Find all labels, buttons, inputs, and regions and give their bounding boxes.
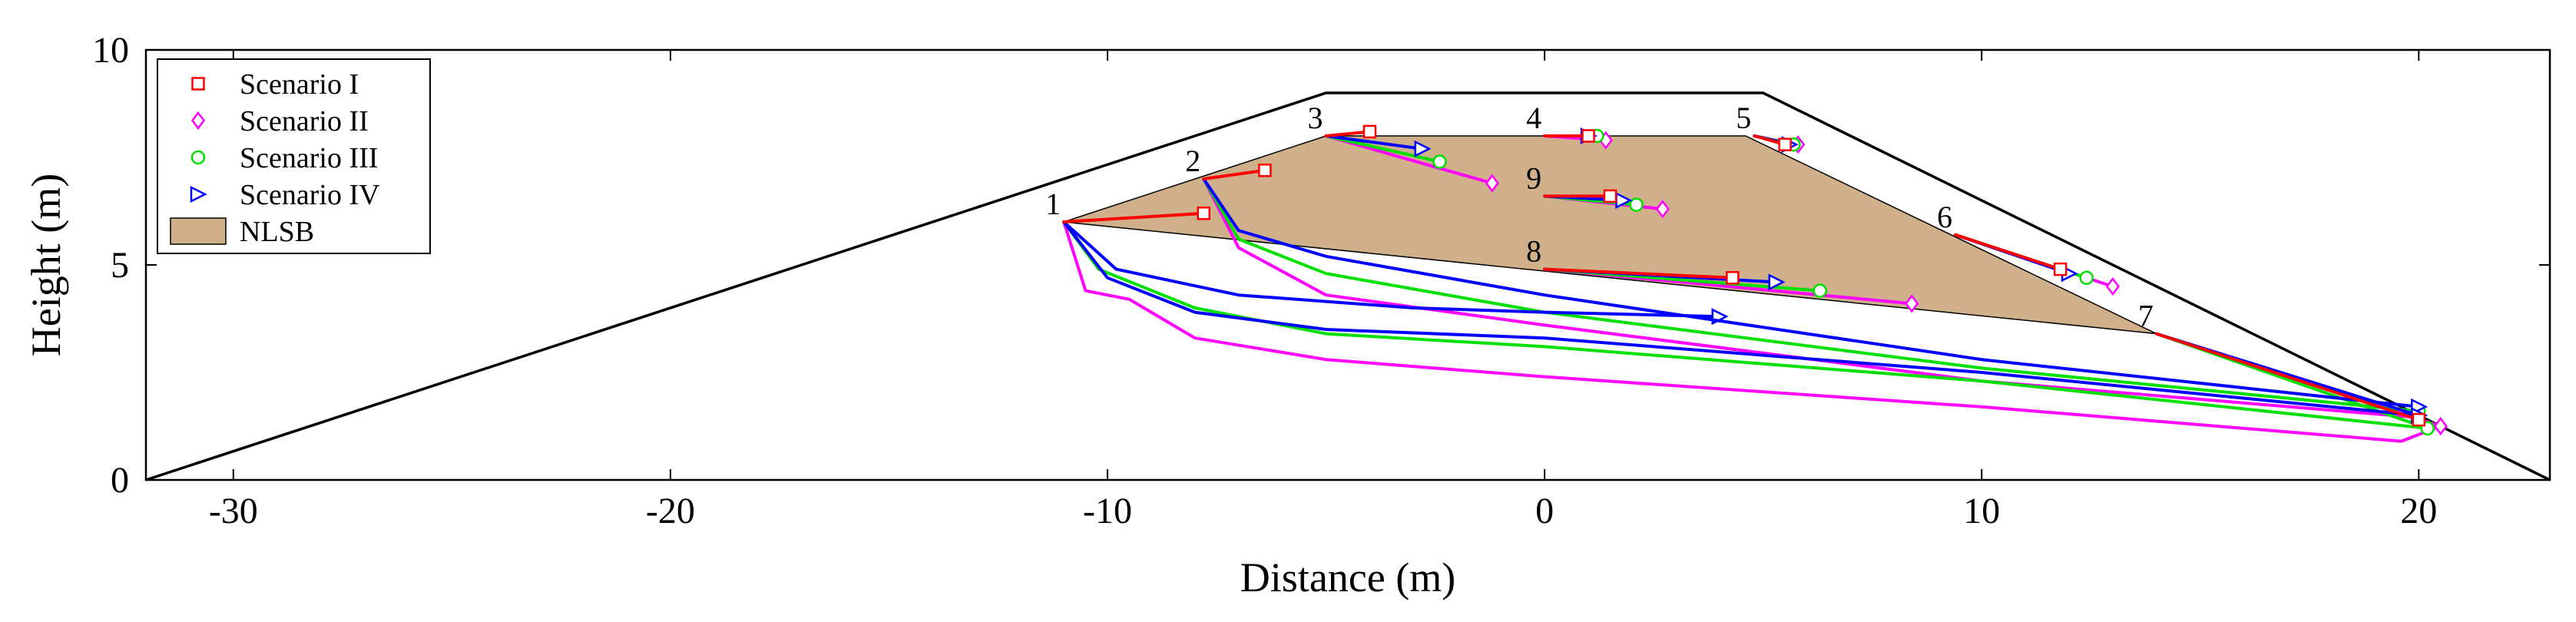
scenario-ii-end-marker-7-6: [2433, 416, 2448, 436]
nlsb-layer: [1063, 135, 2157, 335]
seed-label-2: 2: [1185, 144, 1200, 178]
seed-label-layer: 1 2 3 4 5 6 7 8 9: [1045, 101, 2154, 333]
x-tick-label--30: -30: [209, 491, 258, 531]
scenario-iii-end-marker-6-5: [2079, 270, 2094, 286]
seed-label-3: 3: [1308, 101, 1323, 135]
scenario-iii-path-2-1: [1202, 177, 2421, 413]
scenario-ii-path-1-0: [1062, 220, 2442, 443]
scenario-ii-end-marker-6-5: [2105, 276, 2120, 296]
y-axis-label: Height (m): [23, 174, 69, 356]
scenario-i-end-marker-4-3: [1581, 129, 1595, 143]
scenario-i-path-2-1: [1202, 168, 1266, 180]
legend-label-scenario-iv: Scenario IV: [240, 179, 380, 211]
axis-ticks: -30 -20 -10 0 10 20 0 5 10: [92, 30, 2550, 531]
y-tick-label-0: 0: [111, 460, 129, 501]
legend-marker-scenario-iv: [190, 185, 207, 203]
scenario-iii-end-marker-3-2: [1432, 154, 1447, 169]
legend-label-scenario-iii: Scenario III: [240, 142, 378, 174]
legend-label-scenario-i: Scenario I: [240, 68, 359, 101]
x-tick-label-10: 10: [1963, 491, 2000, 531]
scenario-iv-path-2-2: [1202, 177, 2421, 409]
scenario-iii-end-marker-9-8: [1629, 197, 1644, 212]
scenario-i-end-marker-9-8: [1603, 189, 1617, 203]
legend-swatch-nlsb: [170, 217, 227, 245]
seed-label-8: 8: [1526, 234, 1541, 269]
seed-label-4: 4: [1526, 101, 1541, 135]
scenario-iv-path-1-0: [1062, 220, 1721, 319]
seed-label-5: 5: [1736, 101, 1751, 135]
x-tick-label-20: 20: [2400, 491, 2437, 531]
x-tick-label--10: -10: [1083, 491, 1132, 531]
scenario-i-end-marker-6-5: [2053, 262, 2068, 276]
seed-label-6: 6: [1937, 200, 1952, 234]
scenario-iii-path-3-2: [1324, 134, 1442, 164]
scenario-iv-end-marker-3-3: [1414, 140, 1432, 157]
scenario-iii-path-1-0: [1062, 220, 2429, 430]
legend-label-nlsb: NLSB: [240, 216, 314, 248]
x-tick-label--20: -20: [646, 491, 695, 531]
legend: Scenario I Scenario II Scenario III Scenari…: [157, 58, 431, 254]
series-layer: [1062, 124, 2448, 443]
scenario-i-end-marker-3-2: [1362, 124, 1377, 139]
scenario-i-path-7-6: [2154, 332, 2421, 422]
legend-label-scenario-ii: Scenario II: [240, 105, 369, 137]
y-tick-label-10: 10: [92, 30, 129, 71]
legend-marker-scenario-ii: [190, 111, 206, 131]
scenario-i-end-marker-2-1: [1258, 164, 1272, 177]
seed-label-9: 9: [1526, 160, 1541, 195]
scenario-iv-end-marker-8-8: [1768, 273, 1786, 291]
plot-area: 1 2 3 4 5 6 7 8 9: [145, 91, 2551, 481]
y-tick-label-5: 5: [111, 245, 129, 286]
scenario-iv-path-1-1: [1062, 220, 2421, 417]
scenario-ii-path-3-2: [1324, 134, 1494, 185]
scenario-ii-end-marker-3-2: [1485, 174, 1499, 193]
scenario-i-paths: [1062, 124, 2426, 427]
seed-label-7: 7: [2138, 299, 2154, 333]
scenario-i-end-marker-8-7: [1726, 271, 1740, 285]
scenario-i-path-3-2: [1324, 130, 1372, 137]
scenario-i-end-marker-1-0: [1197, 207, 1210, 220]
x-axis-label: Distance (m): [1240, 554, 1455, 600]
legend-marker-scenario-i: [191, 77, 205, 91]
scenario-i-path-6-5: [1954, 233, 2062, 271]
scenario-i-path-1-0: [1062, 211, 1206, 223]
nlsb-region: [1063, 135, 2157, 335]
seed-label-1: 1: [1045, 187, 1061, 221]
dam-outline: [145, 91, 2551, 481]
scenario-i-end-marker-5-4: [1778, 137, 1792, 151]
scenario-iv-path-3-3: [1324, 134, 1424, 151]
scenario-iii-end-marker-8-7: [1813, 283, 1827, 298]
dam-layer: [145, 91, 2551, 481]
scenario-ii-end-marker-8-7: [1905, 294, 1919, 313]
scenario-i-path-8-7: [1543, 267, 1734, 280]
legend-items: Scenario I Scenario II Scenario III Scenari…: [170, 68, 380, 248]
scenario-ii-end-marker-9-8: [1655, 200, 1670, 219]
scenario-i-end-marker-7-6: [2412, 412, 2426, 427]
legend-marker-scenario-iii: [190, 150, 206, 165]
x-tick-label-0: 0: [1535, 491, 1554, 531]
